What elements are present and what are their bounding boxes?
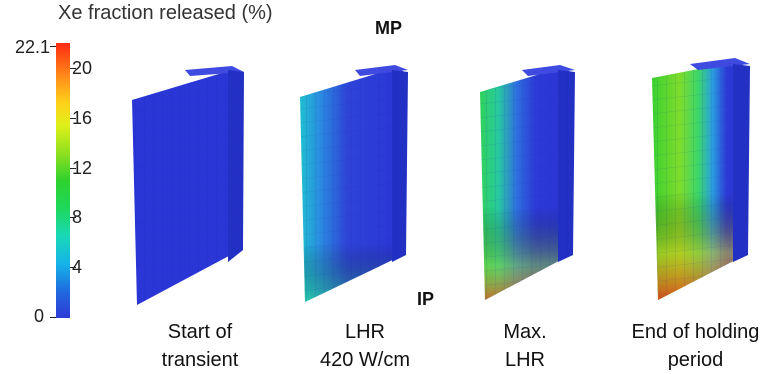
colorbar-tick-label-4: 4	[72, 257, 83, 277]
colorbar-tick-4	[70, 267, 76, 268]
colorbar-tick-12	[70, 168, 76, 169]
stage-caption-2: LHR 420 W/cm	[305, 318, 425, 374]
colorbar-title: Xe fraction released (%)	[58, 2, 273, 24]
stage-caption-4: End of holding period	[623, 318, 768, 374]
stage-caption-1: Start of transient	[145, 318, 255, 374]
colorbar-gradient	[56, 43, 70, 318]
stage-caption-3-line1: Max.	[503, 321, 547, 343]
stage-caption-1-line1: Start of	[167, 321, 233, 343]
colorbar-tick-8	[70, 217, 76, 218]
colorbar-tick-16	[70, 118, 76, 119]
position-label-bottom: IP	[417, 289, 435, 309]
stage-caption-1-line2: transient	[161, 349, 239, 371]
pellet-render-start-of-transient	[132, 66, 244, 305]
colorbar-max-label: 22.1	[14, 37, 50, 57]
stage-caption-3-line2: LHR	[504, 349, 545, 371]
stage-caption-3: Max. LHR	[480, 318, 570, 374]
pellet-render-lhr-420	[300, 65, 408, 302]
pellet-render-end-of-holding	[652, 58, 750, 300]
colorbar-tick-label-12: 12	[72, 158, 93, 178]
stage-caption-4-line1: End of holding	[631, 321, 760, 343]
colorbar-tick-label-8: 8	[72, 207, 83, 227]
colorbar-tick-max	[50, 46, 56, 47]
colorbar-tick-label-16: 16	[72, 108, 93, 128]
colorbar-tick-min	[50, 317, 56, 318]
colorbar-min-label: 0	[33, 306, 44, 326]
stage-caption-2-line2: 420 W/cm	[319, 349, 411, 371]
colorbar-tick-20	[70, 68, 76, 69]
stage-caption-2-line1: LHR	[344, 321, 385, 343]
pellet-render-max-lhr	[480, 65, 575, 300]
pellet-renders	[132, 58, 750, 305]
position-label-top: MP	[375, 18, 402, 38]
colorbar-tick-label-20: 20	[72, 58, 93, 78]
stage-caption-4-line2: period	[667, 349, 724, 371]
